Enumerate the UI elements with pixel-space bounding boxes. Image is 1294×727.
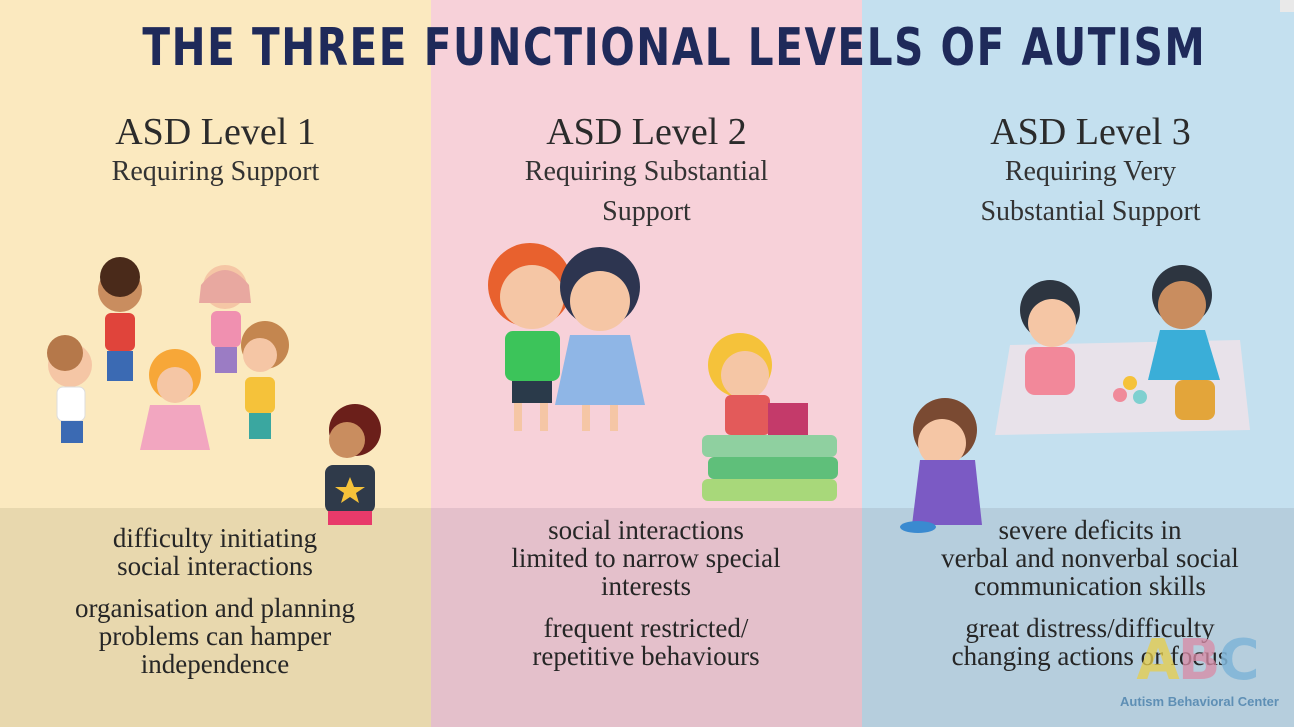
girl-with-buns-figure bbox=[1020, 280, 1080, 395]
child-figure bbox=[325, 404, 381, 525]
reading-girl-figure bbox=[702, 333, 838, 501]
level-1-descriptions: difficulty initiating social interaction… bbox=[20, 524, 410, 692]
level-3-name: ASD Level 3 bbox=[990, 111, 1191, 153]
description-line: severe deficits in bbox=[998, 515, 1182, 545]
description-line: communication skills bbox=[974, 571, 1206, 601]
children-playing-circle-illustration bbox=[47, 257, 381, 525]
description-line: social interactions bbox=[117, 551, 313, 581]
description-line: interests bbox=[601, 571, 691, 601]
description-line: difficulty initiating bbox=[112, 523, 318, 553]
toy-pieces bbox=[1113, 376, 1147, 404]
logo-letter-a: A bbox=[1136, 628, 1179, 693]
child-figure bbox=[140, 349, 210, 450]
boy-figure bbox=[488, 243, 572, 431]
children-playing-and-sad-girl-illustration bbox=[900, 265, 1250, 533]
description-line: frequent restricted/ bbox=[543, 613, 749, 643]
level-1-description-band bbox=[0, 508, 431, 727]
level-2-description-1: social interactions limited to narrow sp… bbox=[451, 516, 841, 600]
level-3-subtitle-line-1: Requiring Very bbox=[1004, 156, 1177, 187]
level-1-heading: ASD Level 1 Requiring Support bbox=[0, 112, 431, 192]
child-figure bbox=[199, 265, 251, 373]
level-2-name: ASD Level 2 bbox=[546, 111, 747, 153]
description-line: great distress/difficulty bbox=[965, 613, 1215, 643]
description-line: organisation and planning bbox=[75, 593, 355, 623]
level-2-description-2: frequent restricted/ repetitive behaviou… bbox=[451, 614, 841, 670]
abc-logo: ABC Autism Behavioral Center bbox=[1112, 628, 1292, 718]
level-3-description-1: severe deficits in verbal and nonverbal … bbox=[895, 516, 1285, 600]
description-line: independence bbox=[140, 649, 290, 679]
logo-letter-c: C bbox=[1218, 628, 1259, 693]
description-line: verbal and nonverbal social bbox=[941, 543, 1239, 573]
level-3-subtitle-line-2: Substantial Support bbox=[980, 196, 1201, 227]
description-line: problems can hamper bbox=[98, 621, 332, 651]
level-2-panel bbox=[431, 0, 862, 727]
level-1-name: ASD Level 1 bbox=[115, 111, 316, 153]
child-figure bbox=[98, 257, 142, 381]
level-3-description-2: great distress/difficulty changing actio… bbox=[895, 614, 1285, 670]
level-1-description-1: difficulty initiating social interaction… bbox=[20, 524, 410, 580]
level-3-descriptions: severe deficits in verbal and nonverbal … bbox=[895, 516, 1285, 684]
child-figure bbox=[241, 321, 289, 439]
level-3-description-band bbox=[862, 508, 1294, 727]
logo-name: Autism Behavioral Center bbox=[1120, 694, 1279, 709]
description-line: social interactions bbox=[548, 515, 744, 545]
level-2-descriptions: social interactions limited to narrow sp… bbox=[451, 516, 841, 684]
level-1-description-2: organisation and planning problems can h… bbox=[20, 594, 410, 678]
description-line: repetitive behaviours bbox=[532, 641, 760, 671]
level-2-subtitle-line-1: Requiring Substantial bbox=[524, 156, 769, 187]
abc-logo-letters: ABC bbox=[1112, 628, 1282, 693]
level-3-heading: ASD Level 3 Requiring Very Substantial S… bbox=[875, 112, 1294, 232]
corner-shadow bbox=[1280, 0, 1294, 12]
level-2-description-band bbox=[431, 508, 862, 727]
level-2-subtitle-line-2: Support bbox=[602, 196, 691, 227]
child-figure bbox=[47, 335, 92, 443]
logo-letter-b: B bbox=[1177, 628, 1221, 693]
children-and-reading-girl-illustration bbox=[488, 243, 838, 501]
page-title: THE THREE FUNCTIONAL LEVELS OF AUTISM bbox=[142, 18, 1207, 78]
description-line: changing actions or focus bbox=[951, 641, 1229, 671]
level-2-heading: ASD Level 2 Requiring Substantial Suppor… bbox=[431, 112, 862, 232]
description-line: limited to narrow special bbox=[511, 543, 781, 573]
girl-laughing-figure bbox=[1148, 265, 1220, 420]
sad-girl-figure bbox=[900, 398, 982, 533]
girl-figure bbox=[555, 247, 645, 431]
level-1-subtitle: Requiring Support bbox=[111, 156, 320, 187]
